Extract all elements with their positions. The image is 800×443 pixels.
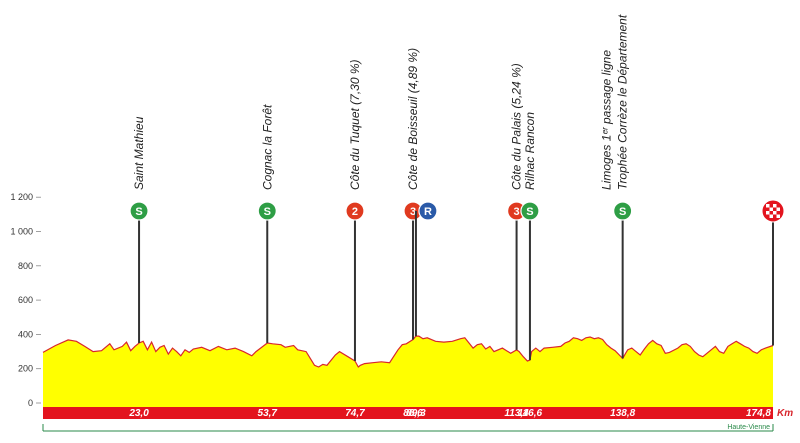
- km-label: 74,7: [345, 408, 365, 419]
- badge-text: S: [526, 206, 533, 218]
- badge-text: S: [619, 206, 626, 218]
- climb-badge-icon: 2: [345, 201, 365, 221]
- elevation-line: [42, 335, 774, 368]
- y-tick-label: 0: [28, 398, 33, 408]
- x-unit-label: Km: [777, 408, 793, 419]
- place-label: Trophée Corrèze le Département: [616, 14, 630, 190]
- place-label: Côte du Palais (5,24 %): [510, 63, 524, 190]
- y-tick-label: 1 200: [10, 192, 33, 202]
- y-axis: 0 200 400 600 800 1 000 1 200: [10, 192, 41, 408]
- y-tick-label: 800: [18, 261, 33, 271]
- marker: R 89,3: [406, 201, 438, 419]
- finish-flag-square: [776, 214, 780, 218]
- km-label: 174,8: [746, 408, 771, 419]
- region-label: Haute-Vienne: [727, 424, 770, 431]
- place-label: Saint Mathieu: [132, 116, 146, 190]
- distance-band: Km: [43, 407, 793, 419]
- marker: S Rilhac Rancon 116,6: [518, 112, 543, 419]
- marker: S Cognac la Forêt 53,7: [258, 104, 278, 419]
- badge-text: 2: [352, 206, 358, 218]
- marker: 3 Côte de Boisseuil (4,89 %) 88,6: [403, 48, 423, 419]
- finish-flag-square: [773, 211, 777, 215]
- elevation-fill: [43, 336, 773, 407]
- finish-flag-square: [766, 204, 770, 208]
- badge-text: S: [135, 206, 142, 218]
- place-label: Limoges 1ᵉʳ passage ligne: [600, 50, 614, 190]
- sprint-badge-icon: S: [613, 201, 633, 221]
- distance-band-bar: [43, 407, 773, 419]
- km-label: 113,4: [504, 408, 529, 419]
- markers: S Saint Mathieu 23,0 S Cognac la Forêt 53,7 2 C…: [128, 14, 785, 419]
- place-label: Côte du Tuquet (7,30 %): [348, 59, 362, 190]
- sprint-badge-icon: S: [257, 201, 277, 221]
- badge-circle: [418, 201, 438, 221]
- sprint-badge-icon: S: [129, 201, 149, 221]
- marker: S Limoges 1ᵉʳ passage ligne Trophée Corrèz…: [600, 14, 636, 419]
- finish-flag-square: [769, 207, 773, 211]
- finish-flag-square: [773, 204, 777, 208]
- km-label: 89,3: [406, 408, 426, 419]
- badge-text: S: [264, 206, 271, 218]
- badge-circle: [257, 201, 277, 221]
- km-label: 23,0: [128, 408, 149, 419]
- marker: S Saint Mathieu 23,0: [128, 116, 149, 419]
- y-tick-label: 200: [18, 364, 33, 374]
- badge-circle: [613, 201, 633, 221]
- marker: 174,8: [746, 199, 785, 419]
- badge-circle: [345, 201, 365, 221]
- region-footer: Haute-Vienne: [42, 424, 774, 432]
- place-label: Côte de Boisseuil (4,89 %): [406, 48, 420, 190]
- km-label: 53,7: [258, 408, 278, 419]
- place-label: Rilhac Rancon: [523, 112, 537, 190]
- km-label: 88,6: [403, 408, 423, 419]
- badge-text: 3: [514, 206, 520, 218]
- place-label: Cognac la Forêt: [260, 104, 274, 190]
- race-badge-icon: R: [418, 201, 438, 221]
- km-label: 138,8: [610, 408, 635, 419]
- badge-circle: [129, 201, 149, 221]
- finish-flag-icon: [761, 199, 785, 223]
- badge-circle: [520, 201, 540, 221]
- y-tick-label: 1 000: [10, 227, 33, 237]
- badge-text: R: [424, 206, 432, 218]
- km-label: 116,6: [518, 408, 543, 419]
- y-tick-label: 600: [18, 295, 33, 305]
- finish-flag-square: [776, 207, 780, 211]
- finish-flag-square: [769, 214, 773, 218]
- marker: 3 Côte du Palais (5,24 %) 113,4: [504, 63, 529, 419]
- marker: 2 Côte du Tuquet (7,30 %) 74,7: [345, 59, 365, 419]
- sprint-badge-icon: S: [520, 201, 540, 221]
- finish-flag-square: [766, 211, 770, 215]
- y-tick-label: 400: [18, 329, 33, 339]
- badge-text: 3: [410, 206, 416, 218]
- elevation-area: [42, 335, 774, 407]
